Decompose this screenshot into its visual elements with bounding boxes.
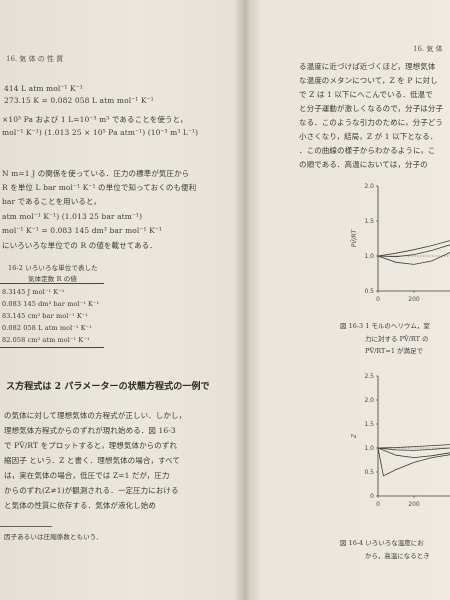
text-line: にいろいろな単位での R の値を載せてある． [2,241,157,250]
table-cell: 83.145 cm³ bar mol⁻¹ K⁻¹ [2,312,89,320]
left-page: 16. 気 体 の 性 質 414 L atm mol⁻¹ K⁻¹ 273.15… [0,55,210,541]
fig16-3-y-tick-label: 2.0 [364,183,374,190]
left-page-header: 16. 気 体 の 性 質 [6,55,64,63]
equation-line: atm mol⁻¹ K⁻¹) (1.013 25 bar atm⁻¹) [2,212,143,221]
fig16-3-y-tick-label: 0.5 [364,288,374,295]
body-line: からのずれ(Z≠1)が観測される．一定圧力における [4,486,179,495]
fig16-3-x-tick-label: 0 [376,296,380,303]
fig16-3-x-tick-label: 200 [408,296,420,303]
table-bottom-rule [0,347,104,348]
fig16-4-series-line-2 [377,447,450,451]
footnote: 因子あるいは圧縮係数ともいう． [4,533,103,541]
body-line: で PV̄/RT をプロットすると，理想気体からのずれ [4,441,178,450]
body-line: な温度のメタンについて，Z を P に対し [299,76,438,85]
body-line: と気体の性質に依存する．気体が液化し始め [4,501,156,510]
fig16-4-series-line-4 [377,447,450,477]
table-cell: 0.083 145 dm³ bar mol⁻¹ K⁻¹ [2,300,100,308]
chart-fig16-4: 2.5 2.0 1.5 1.0 0.5 00 200 Z [351,373,450,508]
fig16-4-y-axis-label: Z [351,433,358,439]
body-line: ．この曲線の様子からわかるように，こ [299,146,436,155]
fig16-3-series-line-1 [377,240,450,257]
fig16-4-x-tick-label: 200 [408,501,420,508]
table-title: 気体定数 R の値 [28,275,77,283]
body-line: なる．このような引力のために，分子どう [299,118,444,127]
fig16-3-series-line-3 [377,252,450,265]
figure-caption: 図 16-3 1 モルのヘリウム，窒 [340,322,430,330]
section-heading: ス方程式は 2 パラメーターの状態方程式の一例で [6,382,210,392]
equation-line: mol⁻¹ K⁻¹) (1.013 25 × 10⁵ Pa atm⁻¹) (10… [2,128,199,137]
footnote-rule [0,526,52,527]
fig16-4-y-tick-label: 2.0 [364,397,374,404]
fig16-4-y-tick-label: 1.0 [364,445,374,452]
text-line: bar であることを用いると， [2,197,101,206]
table-title: 16-2 いろいろな単位で表した [8,264,98,272]
body-line: と分子運動が激しくなるので，分子は分子 [299,104,444,113]
fig16-4-series-line-3 [377,447,450,459]
fig16-3-y-tick-label: 1.0 [364,253,374,260]
fig16-4-series-line-1 [377,444,450,449]
fig16-4-x-tick-label: 0 [376,501,380,508]
right-page: 16. 気 体 る温度に近づけば近づくほど，理想気体 な温度のメタンについて，Z… [255,0,450,600]
figure-caption: 図 16-4 いろいろな温度にお [340,539,424,547]
body-line: の気体に対して理想気体の方程式が正しい．しかし， [4,411,187,420]
fig16-3-y-tick-label: 1.5 [364,218,374,225]
equation-line: mol⁻¹ K⁻¹ = 0.083 145 dm³ bar mol⁻¹ K⁻¹ [2,226,162,235]
body-line: 理想気体方程式からのずれが現れ始める．図 16-3 [4,426,176,435]
table-top-rule [0,283,104,284]
fig16-3-y-axis-label: PV̄/RT [351,228,358,247]
equation-line: 414 L atm mol⁻¹ K⁻¹ [4,84,83,93]
text-line: R を単位 L bar mol⁻¹ K⁻¹ の単位で知っておくのも便利 [2,183,197,192]
table-cell: 0.082 058 L atm mol⁻¹ K⁻¹ [2,324,92,332]
fig16-4-y-tick-label: 0 [370,493,374,500]
fig16-3-series-line-2 [377,244,450,258]
table-cell: 82.058 cm³ atm mol⁻¹ K⁻¹ [2,336,90,344]
figure-caption: から，高温になるとき [365,552,430,560]
body-line: で Z は 1 以下にへこんでいる．低温で [299,90,433,99]
body-line: は，実在気体の場合，低圧では Z=1 だが，圧力 [4,471,170,480]
text-line: N m=1 J の関係を使っている．圧力の標準が気圧から [2,169,190,178]
body-line: 小さくなり，結局，Z が 1 以下となる． [299,132,438,141]
table-cell: 8.3145 J mol⁻¹ K⁻¹ [2,288,65,296]
figure-caption: 力に対する PV̄/RT の [365,335,429,343]
text-line: ×10⁵ Pa および 1 L=10⁻³ m³ であることを使うと， [2,115,188,124]
fig16-4-y-tick-label: 0.5 [364,469,374,476]
equation-line: 273.15 K = 0.082 058 L atm mol⁻¹ K⁻¹ [4,96,154,105]
body-line: の順である．高温においては，分子の [299,160,428,169]
figure-caption: PV̄/RT=1 が満足で [365,347,424,355]
right-page-header: 16. 気 体 [413,45,443,53]
fig16-4-y-tick-label: 2.5 [364,373,374,380]
body-line: 縮因子 という．Z と書く．理想気体の場合，すべて [4,456,181,465]
chart-fig16-3: 2.0 1.5 1.0 0.50 200 PV̄/RT [351,183,450,303]
body-line: る温度に近づけば近づくほど，理想気体 [299,62,436,71]
fig16-4-y-tick-label: 1.5 [364,421,374,428]
